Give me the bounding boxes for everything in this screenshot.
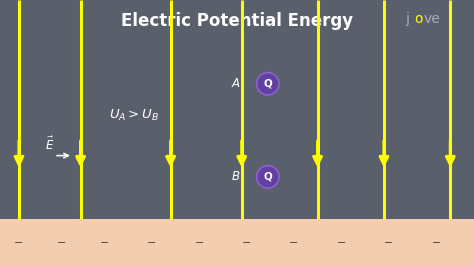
Text: −: − (431, 238, 441, 248)
Ellipse shape (256, 73, 279, 95)
Text: $U_A > U_B$: $U_A > U_B$ (109, 108, 159, 123)
Text: −: − (147, 238, 156, 248)
Text: −: − (14, 238, 24, 248)
Text: ve: ve (423, 12, 440, 26)
Text: −: − (337, 238, 346, 248)
Bar (0, 219, 474, 266)
Text: −: − (242, 238, 251, 248)
Text: −: − (194, 238, 204, 248)
Text: j: j (405, 12, 409, 26)
Text: −: − (384, 238, 393, 248)
Text: B: B (231, 171, 239, 183)
Text: $\vec{E}$: $\vec{E}$ (45, 136, 55, 153)
Text: A: A (231, 77, 239, 90)
Text: Q: Q (264, 172, 272, 182)
Text: Electric Potential Energy: Electric Potential Energy (121, 12, 353, 30)
Text: Q: Q (264, 79, 272, 89)
Text: −: − (289, 238, 299, 248)
Text: o: o (414, 12, 422, 26)
Ellipse shape (256, 166, 279, 188)
Text: −: − (100, 238, 109, 248)
Text: −: − (57, 238, 66, 248)
